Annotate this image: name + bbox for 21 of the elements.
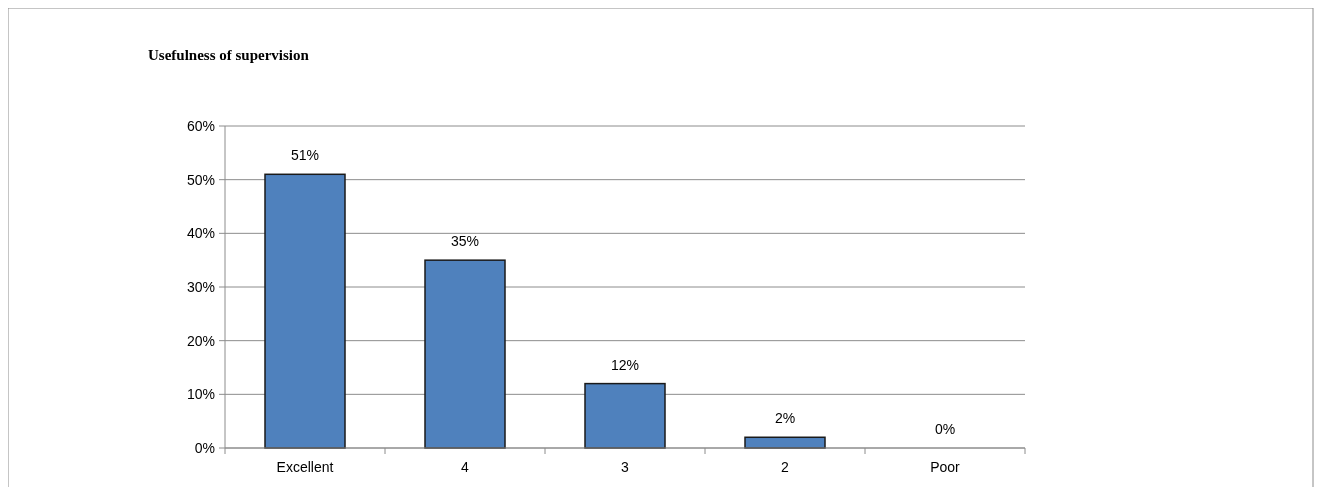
x-tick-label: 3 — [621, 459, 630, 475]
y-tick-label: 60% — [186, 117, 215, 134]
data-label: 12% — [610, 356, 640, 373]
y-tick-label: 30% — [186, 278, 215, 295]
bar — [584, 382, 666, 449]
y-tick-label: 20% — [186, 332, 215, 349]
x-tick-label: 2 — [781, 459, 790, 475]
y-tick-label: 10% — [186, 386, 215, 403]
bar — [424, 259, 506, 449]
x-tick-label: 4 — [461, 459, 470, 475]
data-label: 0% — [934, 421, 956, 437]
chart-title: Usefulness of supervision — [148, 47, 310, 63]
y-tick-label: 50% — [186, 171, 215, 188]
y-tick-label: 0% — [194, 439, 215, 456]
x-tick-label: Excellent — [276, 459, 334, 475]
data-label: 2% — [774, 410, 796, 427]
y-tick-label: 40% — [186, 225, 215, 242]
bar — [264, 173, 346, 449]
x-tick-label: Poor — [930, 459, 961, 475]
data-label: 51% — [290, 147, 320, 164]
data-label: 35% — [450, 233, 480, 250]
